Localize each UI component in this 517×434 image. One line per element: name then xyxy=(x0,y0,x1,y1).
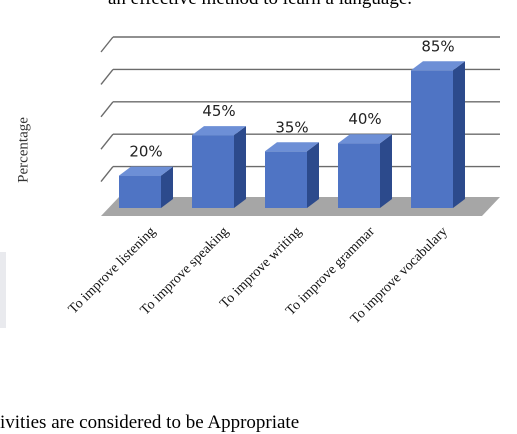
bar xyxy=(265,151,307,208)
bar-top xyxy=(119,166,173,176)
bar xyxy=(119,175,161,208)
data-label: 85% xyxy=(421,37,454,55)
bar-top xyxy=(265,142,319,152)
body-text-above: an effective method to learn a language. xyxy=(108,0,412,10)
data-label: 45% xyxy=(202,102,235,120)
gridline-side xyxy=(100,133,114,150)
gridline-side xyxy=(100,166,114,183)
bar xyxy=(411,70,453,208)
bar-side xyxy=(161,166,173,208)
bar-side xyxy=(307,142,319,208)
body-text-below: ivities are considered to be Appropriate xyxy=(0,412,300,433)
bar-side xyxy=(234,126,246,208)
gridline-side xyxy=(100,101,114,118)
bar-top xyxy=(411,61,465,71)
data-label: 35% xyxy=(275,118,308,136)
data-label: 20% xyxy=(129,143,162,161)
bar-side xyxy=(380,134,392,208)
bar xyxy=(338,143,380,208)
bar-side xyxy=(453,61,465,208)
bar xyxy=(192,135,234,208)
gridline-side xyxy=(100,36,114,53)
data-label: 40% xyxy=(348,110,381,128)
gridline-side xyxy=(100,68,114,85)
left-edge-strip xyxy=(0,252,6,328)
bar-top xyxy=(192,126,246,136)
bar-top xyxy=(338,134,392,144)
